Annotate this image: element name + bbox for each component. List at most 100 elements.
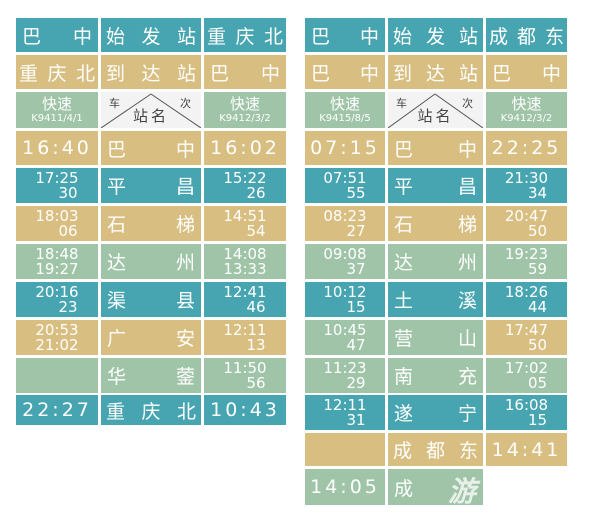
left-a-time-row: 20:16 23 [16, 282, 98, 317]
right-destination-label: 到 达 站 [388, 55, 483, 89]
left-b-start-time: 16:02 [204, 131, 286, 165]
arrive-time: 20:16 [35, 282, 79, 301]
depart-time: 59 [527, 259, 548, 278]
right-station-header: 车 次 站名 [388, 92, 483, 128]
station-char: 都 [516, 25, 536, 48]
station-char: 成 [394, 477, 414, 500]
arrive-time: 17:25 [35, 168, 79, 187]
left-a-end-time: 22:27 [16, 395, 98, 425]
station-cell-final: 重 庆 北 [101, 395, 201, 425]
depart-time: 23 [58, 297, 78, 316]
depart-time: 30 [58, 183, 78, 202]
left-b-time-row: 15:22 26 [204, 168, 286, 203]
station-char: 巴 [311, 62, 331, 85]
left-train-a-header: 快速 K9411/4/1 [16, 92, 98, 128]
depart-time: 50 [527, 221, 548, 240]
train-type: 快速 [511, 94, 542, 113]
station-char: 东 [458, 440, 478, 462]
station-char: 昌 [457, 176, 477, 198]
station-char: 巴 [210, 62, 230, 85]
label-char: 始 [393, 25, 413, 48]
header-divider-lines [101, 93, 201, 128]
depart-time: 31 [346, 410, 366, 429]
right-a-start-time: 07:15 [305, 131, 385, 165]
depart-time: 21:02 [35, 335, 79, 354]
right-train-b-header: 快速 K9412/3/2 [486, 92, 567, 128]
arrive-time: 17:47 [504, 320, 549, 339]
station-char: 渠 [107, 290, 127, 312]
station-char: 州 [457, 252, 477, 274]
left-destination-cell: 重 庆 北 [16, 55, 98, 89]
station-char: 达 [394, 252, 414, 274]
header-station-label: 站名 [132, 107, 169, 125]
station-char: 北 [176, 400, 196, 423]
arrive-time: 10:45 [323, 320, 367, 339]
station-char: 昌 [175, 176, 195, 198]
station-char: 石 [107, 214, 127, 236]
depart-time: 47 [346, 335, 366, 354]
arrive-time: 14:51 [223, 206, 267, 225]
station-char: 中 [541, 62, 561, 85]
depart-time: 27 [346, 221, 366, 240]
left-origin-char-2: 中 [72, 25, 92, 48]
station-char: 山 [457, 328, 477, 350]
right-a-time-row: 07:51 55 [305, 168, 385, 203]
station-char: 巴 [492, 62, 512, 85]
station-char: 巴 [394, 138, 414, 161]
station-cell: 土溪 [388, 282, 483, 317]
left-dest-char-1: 重 [19, 62, 39, 85]
label-char: 站 [176, 62, 196, 85]
station-cell-final: 成 都 东 [388, 433, 483, 466]
station-char: 安 [175, 328, 195, 350]
right-b-time-row: 20:47 50 [486, 206, 567, 241]
right-b-time-row: 21:30 34 [486, 168, 567, 203]
depart-time: 06 [58, 221, 78, 240]
left-a-time-row: 17:25 30 [16, 168, 98, 203]
train-type: 快速 [229, 94, 260, 113]
station-char: 中 [457, 138, 477, 161]
header-number-label: 次 [180, 97, 191, 110]
depart-time: 44 [527, 297, 548, 316]
station-char: 营 [394, 328, 414, 350]
left-dest-char-2: 庆 [47, 62, 67, 85]
watermark-logo: 游 [448, 470, 588, 510]
train-code: K9415/8/5 [319, 112, 371, 124]
right-b-start-time: 22:25 [486, 131, 567, 165]
depart-time: 34 [527, 183, 548, 202]
station-cell: 遂宁 [388, 395, 483, 430]
left-a-start-time: 16:40 [16, 131, 98, 165]
depart-time: 05 [527, 373, 548, 392]
left-b-origin-cell: 重 庆 北 [204, 18, 286, 52]
station-char: 充 [457, 366, 477, 388]
arrive-time: 15:22 [223, 168, 267, 187]
left-dest-char-3: 北 [75, 62, 95, 85]
right-b-time-row: 17:47 50 [486, 320, 567, 355]
depart-time: 15 [346, 297, 366, 316]
station-cell: 平昌 [388, 168, 483, 203]
depart-time: 13:33 [223, 259, 267, 278]
left-a-time-row: 18:03 06 [16, 206, 98, 241]
station-cell-extra: 成 [388, 469, 483, 505]
right-b-end-time: 14:41 [486, 433, 567, 466]
station-cell: 营山 [388, 320, 483, 355]
left-train-b-header: 快速 K9412/3/2 [204, 92, 286, 128]
station-char: 土 [394, 290, 414, 312]
arrive-time: 18:26 [504, 282, 549, 301]
left-a-time-row: 18:48 19:27 [16, 244, 98, 279]
arrive-time: 14:08 [223, 244, 267, 263]
header-divider-lines [388, 93, 483, 128]
left-b-end-time: 10:43 [204, 395, 286, 425]
depart-time: 55 [346, 183, 366, 202]
label-char: 发 [425, 25, 445, 48]
depart-time: 50 [527, 335, 548, 354]
station-char: 蓥 [175, 366, 195, 388]
station-char: 达 [107, 252, 127, 274]
label-char: 到 [393, 62, 413, 85]
label-char: 达 [141, 62, 161, 85]
right-a-end-time: 14:05 [305, 469, 385, 505]
right-origin-label: 始 发 站 [388, 18, 483, 52]
train-type: 快速 [41, 94, 72, 113]
station-char: 宁 [457, 403, 477, 425]
right-a-empty-row [305, 433, 385, 466]
label-char: 到 [106, 62, 126, 85]
